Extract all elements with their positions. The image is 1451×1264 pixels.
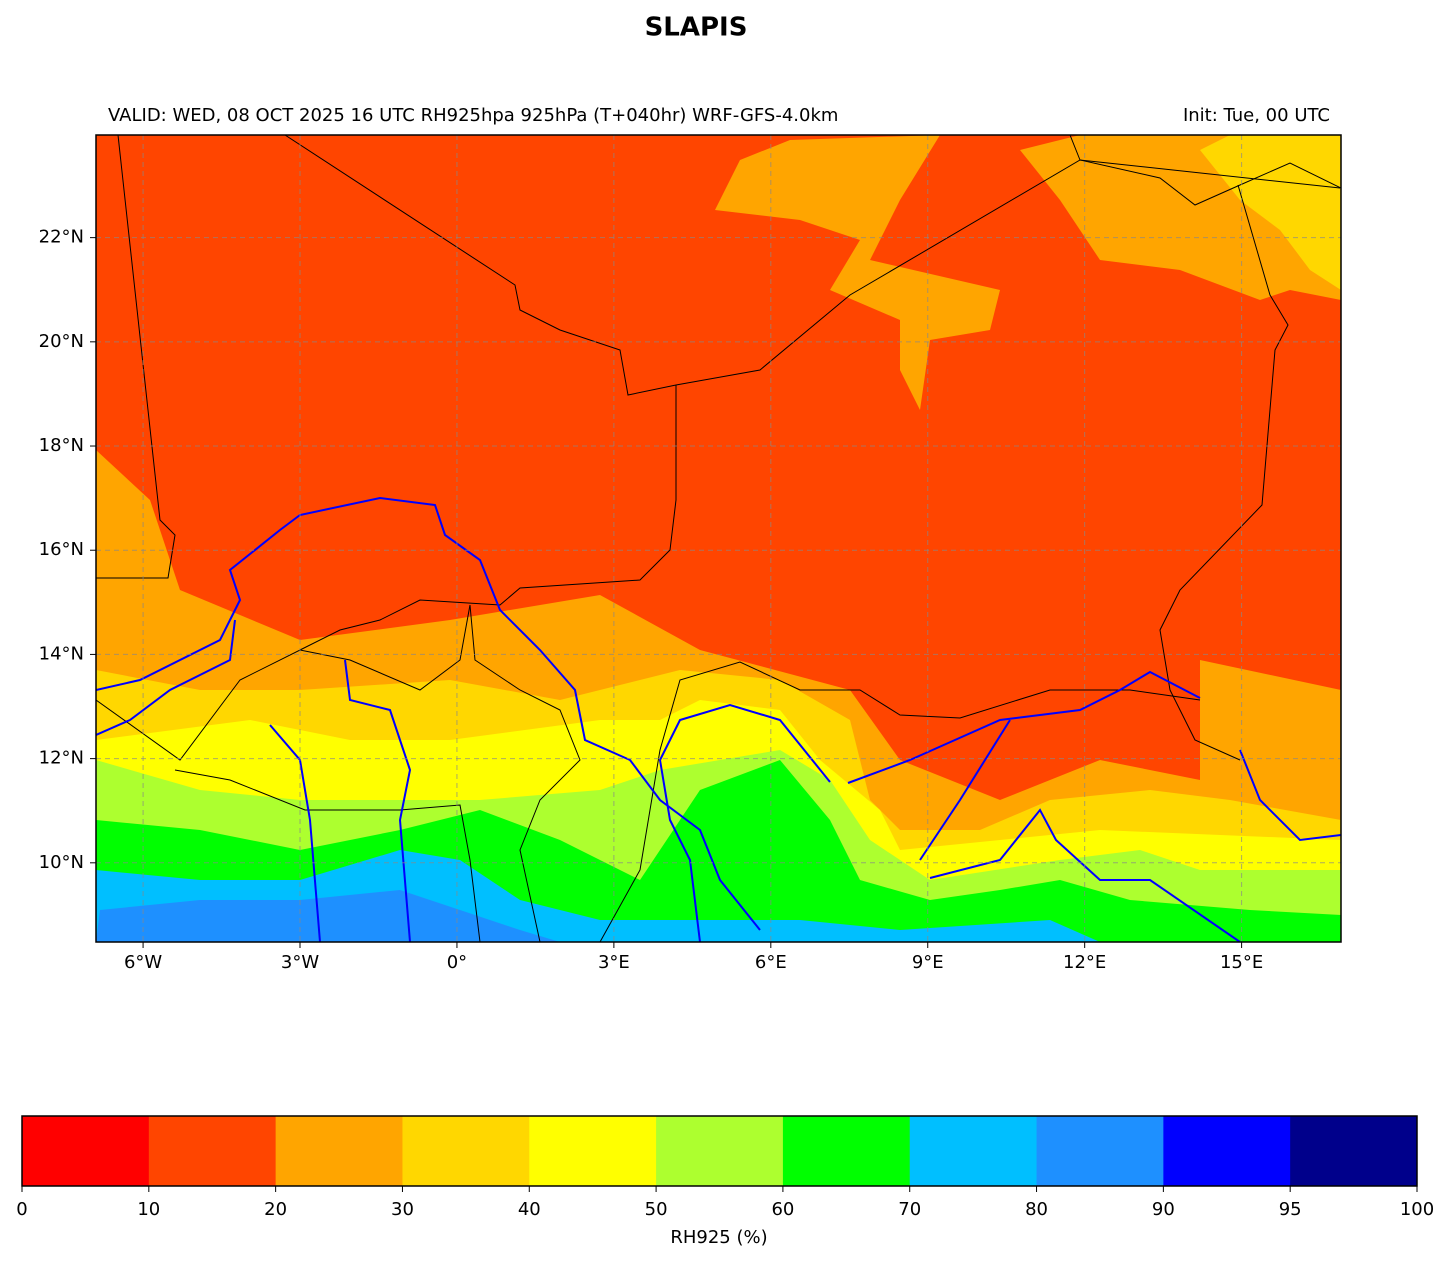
lat-tick-label: 14°N: [39, 643, 84, 664]
lat-tick-label: 18°N: [39, 435, 84, 456]
lat-tick-label: 12°N: [39, 748, 84, 769]
colorbar-segment: [1290, 1116, 1418, 1186]
colorbar-tick-label: 60: [771, 1199, 794, 1220]
border: [96, 135, 176, 579]
border: [1159, 184, 1289, 761]
river: [96, 496, 761, 931]
river: [919, 719, 1011, 861]
river: [929, 808, 1241, 942]
colorbar-tick-label: 0: [16, 1199, 27, 1220]
colorbar-tick-label: 70: [898, 1199, 921, 1220]
subtitle-left: VALID: WED, 08 OCT 2025 16 UTC RH925hpa …: [108, 105, 838, 126]
colorbar-segment: [782, 1116, 911, 1186]
colorbar-tick-label: 90: [1152, 1199, 1175, 1220]
borders: [96, 135, 1341, 942]
river: [344, 659, 412, 942]
colorbar-segment: [402, 1116, 530, 1186]
border: [1069, 135, 1341, 206]
lon-tick-label: 3°E: [598, 952, 630, 973]
border: [299, 385, 677, 651]
river: [269, 724, 321, 942]
rivers: [96, 496, 1341, 942]
lon-tick-label: 6°W: [124, 952, 162, 973]
colorbar-segment: [909, 1116, 1038, 1186]
colorbar-tick-label: 20: [264, 1199, 287, 1220]
lon-tick-label: 12°E: [1063, 952, 1106, 973]
colorbar-tick-label: 95: [1279, 1199, 1302, 1220]
river: [96, 619, 236, 736]
field-region: [1200, 135, 1341, 290]
field-region: [715, 135, 1000, 410]
border: [96, 604, 471, 761]
border: [599, 661, 1201, 942]
colorbar-tick-label: 10: [137, 1199, 160, 1220]
colorbar-tick-label: 80: [1025, 1199, 1048, 1220]
colorbar-tick-label: 50: [645, 1199, 668, 1220]
river: [658, 703, 831, 942]
colorbar-segment: [148, 1116, 277, 1186]
colorbar-label: RH925 (%): [670, 1227, 767, 1248]
border: [284, 135, 1341, 396]
subtitle-right: Init: Tue, 00 UTC: [1183, 105, 1330, 126]
colorbar-segment: [656, 1116, 784, 1186]
river: [847, 670, 1201, 784]
colorbar-tick-label: 30: [391, 1199, 414, 1220]
lon-tick-label: 9°E: [912, 952, 944, 973]
lat-tick-label: 10°N: [39, 852, 84, 873]
lat-tick-label: 20°N: [39, 331, 84, 352]
lat-tick-label: 22°N: [39, 227, 84, 248]
colorbar-segment: [1163, 1116, 1291, 1186]
colorbar-segment: [275, 1116, 403, 1186]
colorbar-tick-label: 40: [518, 1199, 541, 1220]
lon-tick-label: 3°W: [281, 952, 319, 973]
map-frame: [95, 134, 1342, 943]
colorbar-tick-label: 100: [1400, 1199, 1434, 1220]
lon-tick-label: 6°E: [755, 952, 787, 973]
border: [469, 604, 581, 942]
grid: [96, 135, 1341, 942]
lat-tick-label: 16°N: [39, 539, 84, 560]
field-region: [96, 890, 560, 942]
colorbar-segment: [22, 1116, 150, 1186]
colorbar-frame: [21, 1115, 1418, 1187]
colorbar-segment: [1036, 1116, 1164, 1186]
border: [174, 769, 481, 942]
river: [1239, 749, 1341, 842]
title: SLAPIS: [645, 13, 748, 43]
colorbar-segment: [529, 1116, 657, 1186]
lon-tick-label: 15°E: [1220, 952, 1263, 973]
lon-tick-label: 0°: [447, 952, 467, 973]
map-field: [96, 135, 1341, 942]
